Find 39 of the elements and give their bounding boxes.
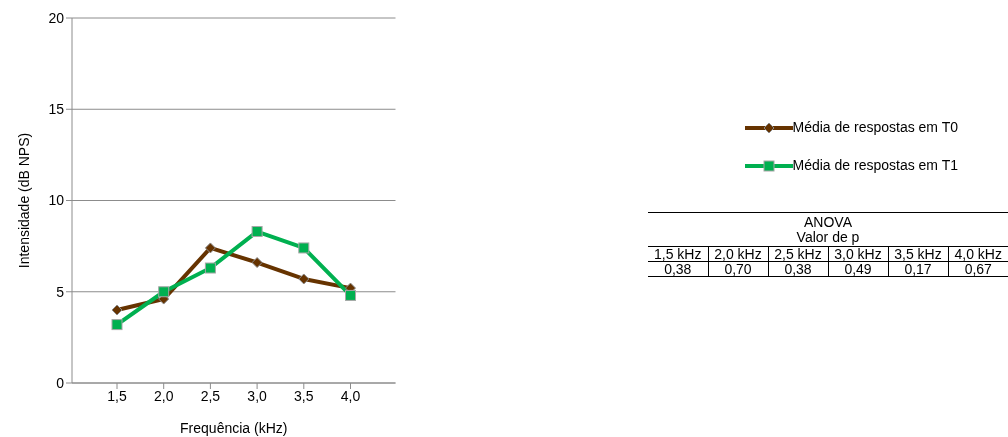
text: 4,0 kHz [948,246,1008,262]
y-tick-label: 20 [48,9,65,26]
text: 2,5 kHz [768,246,828,262]
text: 0,38 [648,261,708,277]
point [251,257,263,269]
x-tick-label: 2,5 [200,387,221,404]
point [345,289,356,301]
legend-label: Média de respostas em T0 [791,119,958,135]
point [111,319,123,331]
x-axis-title: Frequência (kHz) [180,420,288,436]
x-tick-label: 3,0 [247,387,268,404]
y-tick-label: 10 [48,192,65,209]
x-tick-label: 4,0 [340,387,361,404]
x-tick-label: 1,5 [107,387,127,404]
x-tick-label: 2,0 [153,387,174,404]
text: 0,17 [888,261,948,277]
text: 2,0 kHz [708,246,768,262]
point [251,226,263,238]
y-axis-title: Intensidade (dB NPS) [15,132,32,269]
text: 0,67 [948,261,1008,277]
y-tick-label: 0 [56,374,65,391]
point [298,242,310,254]
text: 3,5 kHz [888,246,948,262]
text: 0,70 [708,261,768,277]
point [111,304,123,316]
y-tick-label: 5 [56,283,65,300]
point [204,242,216,254]
point [204,262,216,274]
text: 0,49 [828,261,888,277]
point [158,286,170,298]
text: ANOVA [803,214,853,230]
text: Valor de p [795,229,861,245]
y-tick-label: 15 [48,101,65,118]
text: 1,5 kHz [648,246,708,262]
text: 3,0 kHz [828,246,888,262]
x-tick-label: 3,5 [294,387,314,404]
legend-label: Média de respostas em T1 [791,157,958,173]
text: 0,38 [768,261,828,277]
point [298,273,310,285]
